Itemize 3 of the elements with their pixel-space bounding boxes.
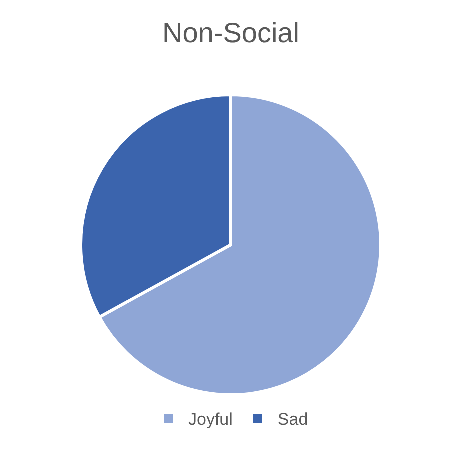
- legend-label: Sad: [278, 410, 308, 430]
- chart-title: Non-Social: [162, 18, 300, 49]
- legend-label: Joyful: [188, 410, 233, 430]
